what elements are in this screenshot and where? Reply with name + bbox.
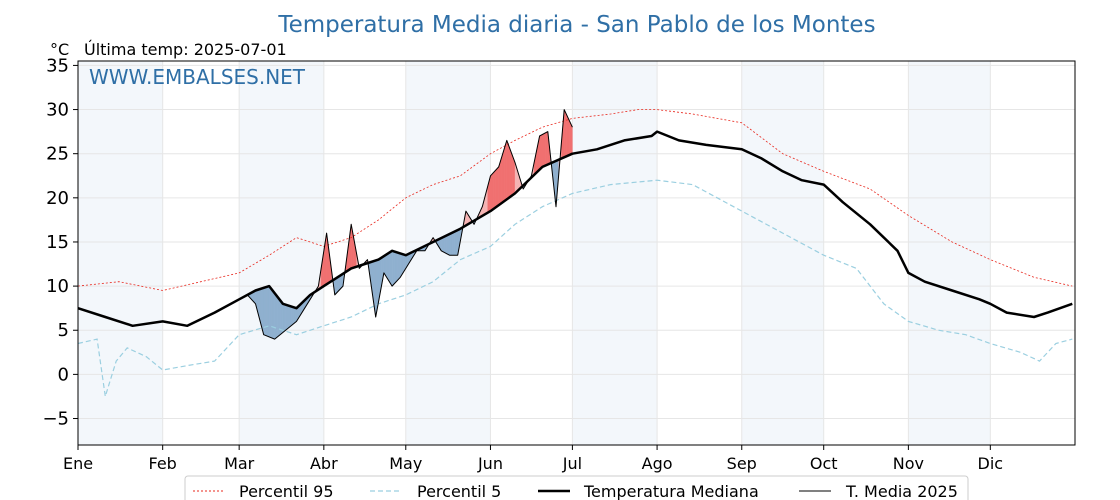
x-tick-label: Abr xyxy=(310,454,338,473)
fill-above-median xyxy=(495,166,499,208)
y-tick-label: 30 xyxy=(46,100,69,121)
fill-above-median xyxy=(564,109,568,158)
fill-above-median xyxy=(506,140,510,200)
fill-below-median xyxy=(391,250,396,287)
fill-below-median xyxy=(269,285,273,339)
fill-above-median xyxy=(544,131,549,167)
fill-above-median xyxy=(542,132,546,168)
fill-above-median xyxy=(539,134,543,171)
fill-below-median xyxy=(449,232,453,256)
fill-below-median xyxy=(394,251,398,284)
legend-label-p5: Percentil 5 xyxy=(417,482,501,500)
fill-below-median xyxy=(288,305,292,329)
fill-below-median xyxy=(282,303,286,333)
x-tick-label: Dic xyxy=(978,454,1004,473)
y-tick-label: 10 xyxy=(46,276,69,297)
x-tick-label: Ago xyxy=(642,454,673,473)
fill-above-median xyxy=(490,172,494,212)
fill-below-median xyxy=(389,250,393,287)
month-band xyxy=(239,61,324,445)
legend-label-p95: Percentil 95 xyxy=(239,482,334,500)
series-percentil-5-line xyxy=(77,179,1073,397)
fill-below-median xyxy=(290,306,294,327)
series-mediana-line xyxy=(77,130,1073,328)
y-tick-label: −5 xyxy=(42,409,69,430)
fill-below-median xyxy=(274,292,278,340)
fill-below-median xyxy=(397,252,401,281)
last-temp-label: Última temp: 2025-07-01 xyxy=(84,40,287,59)
fill-above-median xyxy=(503,140,508,202)
fill-below-median xyxy=(263,286,267,337)
y-tick-label: 35 xyxy=(46,55,69,76)
x-tick-label: Jul xyxy=(562,454,582,473)
y-tick-label: 20 xyxy=(46,188,69,209)
fill-below-median xyxy=(454,229,458,256)
fill-below-median xyxy=(277,296,281,338)
x-tick-label: Mar xyxy=(224,454,255,473)
x-tick-label: Oct xyxy=(810,454,838,473)
x-tick-label: Ene xyxy=(63,454,93,473)
legend-label-2025: T. Media 2025 xyxy=(845,482,958,500)
plot-frame xyxy=(77,60,1076,446)
y-axis: −5 0 5 10 15 20 25 30 35 xyxy=(42,55,78,430)
y-tick-label: 0 xyxy=(58,364,69,385)
month-band xyxy=(78,61,163,445)
x-tick-label: Sep xyxy=(727,454,757,473)
watermark: WWW.EMBALSES.NET xyxy=(89,65,306,89)
y-tick-label: 5 xyxy=(58,320,69,341)
fill-below-median xyxy=(446,233,450,256)
month-band xyxy=(908,61,991,445)
legend: Percentil 95 Percentil 5 Temperatura Med… xyxy=(184,475,969,500)
x-tick-label: Feb xyxy=(149,454,177,473)
month-band xyxy=(741,61,824,445)
fill-below-median xyxy=(266,285,270,338)
y-tick-label: 15 xyxy=(46,232,69,253)
x-tick-label: Nov xyxy=(893,454,924,473)
series-lines xyxy=(77,109,1073,397)
fill-below-median xyxy=(271,289,275,340)
legend-label-median: Temperatura Mediana xyxy=(583,482,759,500)
chart-title: Temperatura Media diaria - San Pablo de … xyxy=(277,12,875,38)
month-band xyxy=(572,61,658,445)
fill-below-median xyxy=(285,304,289,331)
x-tick-label: Jun xyxy=(477,454,503,473)
series-percentil-95-line xyxy=(77,109,1073,291)
fill-below-median xyxy=(443,235,447,255)
unit-label: °C xyxy=(50,40,69,59)
series-media-2025-line xyxy=(77,109,573,340)
x-axis: Ene Feb Mar Abr May Jun Jul Ago Sep Oct Nov Dic xyxy=(63,445,1003,473)
month-bands xyxy=(78,61,991,445)
y-tick-label: 25 xyxy=(46,144,69,165)
fill-above-median xyxy=(492,169,497,210)
x-tick-label: May xyxy=(389,454,422,473)
fill-below-median xyxy=(452,231,456,256)
legend-box xyxy=(184,475,969,500)
